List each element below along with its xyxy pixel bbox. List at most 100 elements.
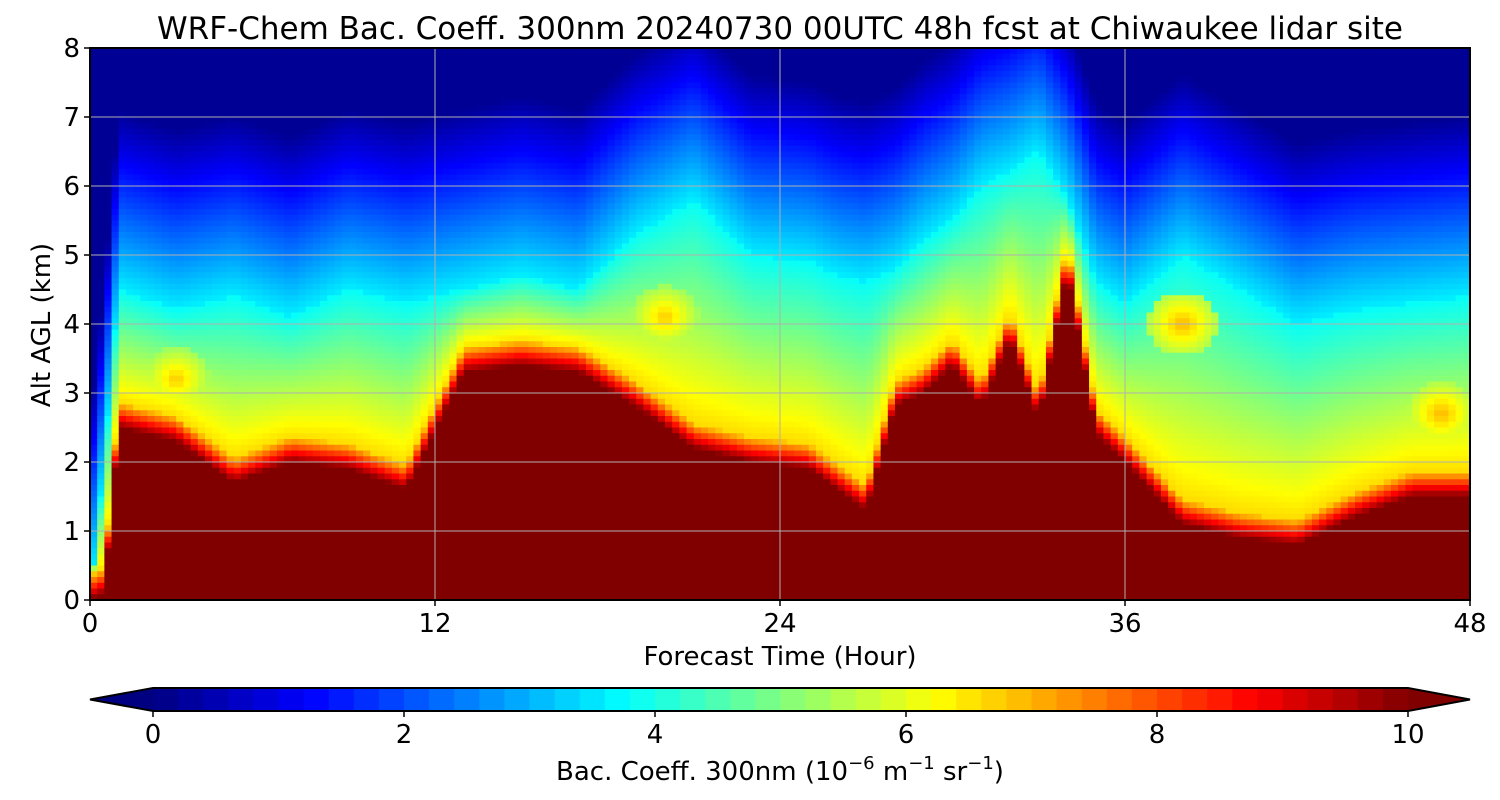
field-cell (341, 128, 350, 135)
field-cell (154, 381, 163, 388)
field-cell (197, 105, 206, 112)
field-cell (147, 312, 156, 319)
field-cell (269, 347, 278, 354)
field-cell (442, 145, 450, 153)
field-cell (104, 220, 113, 227)
field-cell (413, 140, 422, 147)
field-cell (327, 565, 335, 572)
field-cell (111, 410, 120, 417)
field-cell (406, 450, 415, 457)
field-cell (205, 272, 213, 279)
field-cell (97, 427, 105, 434)
field-cell (212, 180, 220, 187)
field-cell (384, 312, 393, 319)
field-cell (449, 191, 458, 199)
field-cell (205, 588, 213, 595)
field-cell (291, 243, 300, 250)
field-cell (298, 496, 307, 503)
field-cell (320, 191, 328, 199)
field-cell (312, 272, 321, 279)
field-cell (377, 375, 386, 383)
field-cell (341, 444, 350, 452)
field-cell (205, 145, 213, 153)
field-cell (391, 456, 400, 463)
field-cell (176, 410, 185, 417)
field-cell (327, 467, 335, 475)
field-cell (118, 341, 127, 348)
field-cell (370, 249, 379, 256)
field-cell (125, 450, 134, 457)
field-cell (406, 168, 415, 176)
field-cell (154, 186, 163, 193)
field-cell (133, 427, 141, 434)
field-cell (284, 548, 292, 555)
field-cell (140, 88, 149, 95)
field-cell (169, 588, 177, 595)
field-cell (104, 387, 113, 394)
field-cell (248, 485, 256, 492)
field-cell (312, 289, 321, 296)
field-cell (233, 186, 242, 193)
field-cell (176, 128, 185, 135)
field-cell (233, 65, 242, 72)
field-cell (363, 490, 371, 498)
field-cell (391, 467, 400, 475)
field-cell (355, 318, 364, 325)
field-cell (413, 226, 422, 233)
field-cell (305, 318, 314, 325)
field-cell (449, 467, 458, 475)
field-cell (456, 577, 465, 584)
field-cell (240, 71, 249, 78)
field-cell (147, 450, 156, 457)
field-cell (118, 65, 127, 72)
field-cell (147, 220, 156, 227)
field-cell (427, 278, 436, 285)
field-cell (161, 289, 170, 296)
field-cell (413, 485, 422, 492)
field-cell (348, 519, 357, 526)
field-cell (449, 450, 458, 457)
field-cell (154, 260, 163, 268)
field-cell (183, 197, 192, 204)
field-cell (406, 197, 415, 204)
field-cell (284, 485, 292, 492)
field-cell (248, 94, 256, 101)
field-cell (118, 197, 127, 204)
field-cell (291, 410, 300, 417)
field-cell (449, 122, 458, 130)
field-cell (320, 456, 328, 463)
field-cell (212, 370, 220, 377)
field-cell (240, 582, 249, 590)
field-cell (327, 145, 335, 153)
field-cell (384, 186, 393, 193)
field-cell (133, 295, 141, 302)
field-cell (298, 531, 307, 538)
field-cell (341, 479, 350, 486)
field-cell (449, 571, 458, 578)
field-cell (233, 289, 242, 296)
field-cell (176, 174, 185, 181)
field-cell (291, 588, 300, 595)
field-cell (327, 444, 335, 452)
field-cell (233, 559, 242, 567)
field-cell (341, 571, 350, 578)
field-cell (449, 243, 458, 250)
field-cell (435, 490, 443, 498)
field-cell (355, 283, 364, 291)
field-cell (427, 283, 436, 291)
field-cell (111, 301, 120, 308)
field-cell (190, 191, 199, 199)
field-cell (312, 479, 321, 486)
field-cell (384, 341, 393, 348)
field-cell (90, 427, 98, 434)
field-cell (377, 94, 386, 101)
field-cell (334, 94, 343, 101)
field-cell (183, 571, 192, 578)
field-cell (456, 393, 465, 400)
field-cell (384, 71, 393, 78)
field-cell (190, 421, 199, 429)
field-cell (384, 502, 393, 509)
field-cell (442, 318, 450, 325)
field-cell (111, 318, 120, 325)
field-cell (233, 439, 242, 446)
